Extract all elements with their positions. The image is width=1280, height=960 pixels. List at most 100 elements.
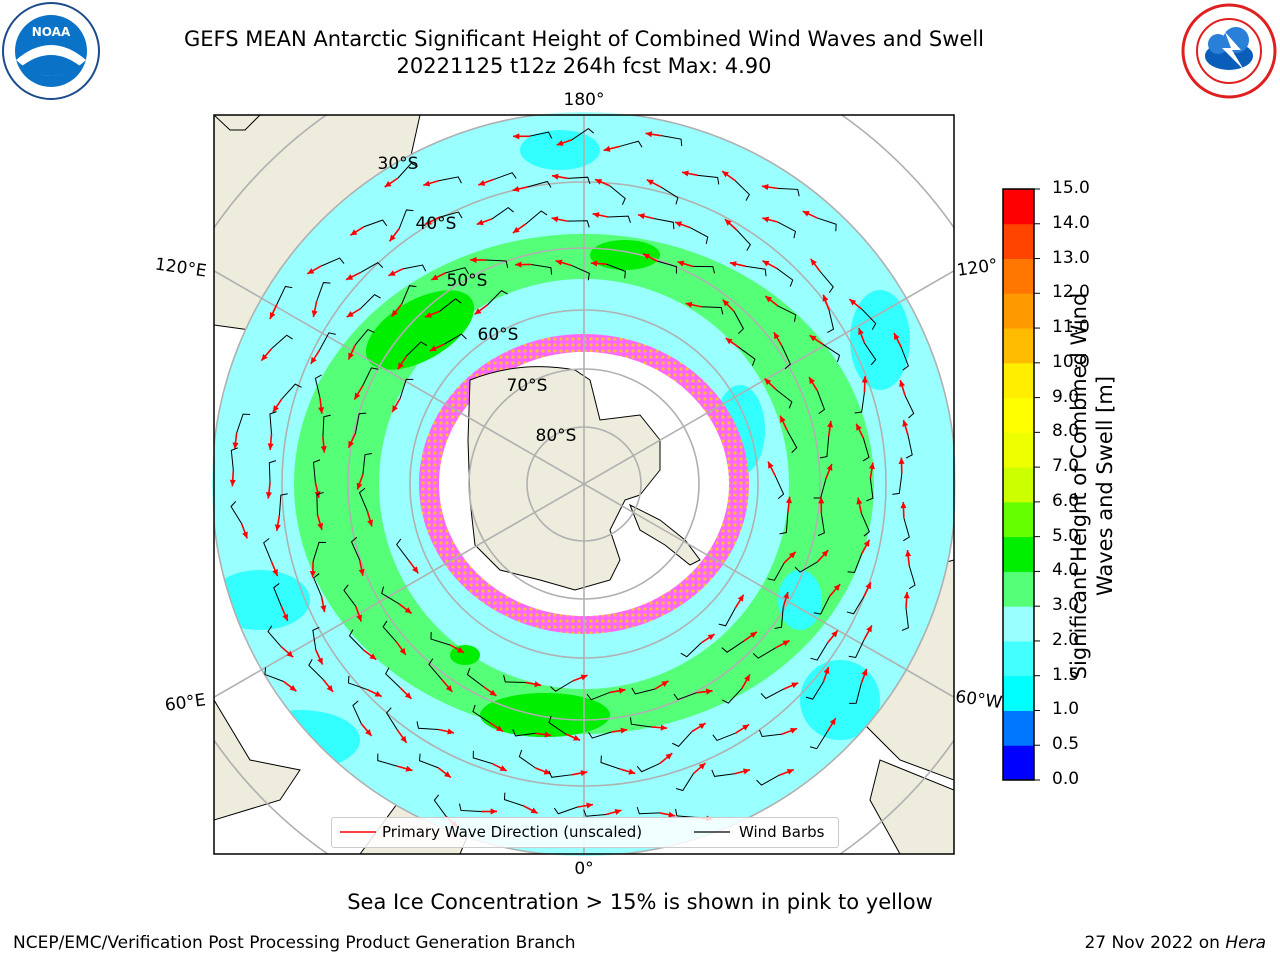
wind-barb bbox=[619, 140, 643, 148]
wind-barb bbox=[503, 675, 526, 683]
wave-direction-arrowhead bbox=[348, 352, 354, 360]
wave-direction-vectors bbox=[229, 127, 916, 828]
wave-direction-arrowhead bbox=[429, 345, 437, 352]
wave-direction-arrowhead bbox=[861, 668, 868, 676]
colorbar-segment bbox=[1003, 328, 1034, 364]
wind-barb bbox=[606, 263, 626, 279]
wind-barb bbox=[864, 342, 877, 366]
wave-direction-arrowhead bbox=[555, 259, 563, 266]
wave-direction-arrowhead bbox=[856, 497, 863, 505]
wind-barb bbox=[827, 309, 835, 333]
wind-barb bbox=[472, 750, 493, 765]
colorbar-segment bbox=[1003, 640, 1034, 677]
wave-direction-arrowhead bbox=[354, 392, 361, 400]
wave-direction-arrowhead bbox=[489, 689, 497, 696]
map-subtitle: 20221125 t12z 264h fcst Max: 4.90 bbox=[396, 54, 772, 78]
wind-barb bbox=[377, 753, 398, 767]
wave-direction-arrowhead bbox=[289, 684, 297, 692]
colorbar-tick-label: 7.0 bbox=[1052, 456, 1080, 477]
wave-direction-arrowhead bbox=[551, 173, 559, 180]
wind-barb bbox=[314, 374, 322, 398]
colorbar-segment bbox=[1003, 397, 1034, 433]
wind-barb bbox=[908, 565, 916, 590]
footer-left: NCEP/EMC/Verification Post Processing Pr… bbox=[13, 933, 576, 953]
wind-barb bbox=[781, 345, 792, 370]
colorbar-tick-label: 14.0 bbox=[1052, 212, 1090, 233]
wind-barb bbox=[860, 513, 870, 537]
wave-direction-arrowhead bbox=[388, 270, 396, 276]
colorbar-frame bbox=[1002, 188, 1035, 781]
wave-direction-arrowhead bbox=[544, 731, 552, 738]
wind-barb bbox=[892, 473, 903, 495]
wave-direction-arrowhead bbox=[768, 461, 774, 469]
wave-direction-arrowhead bbox=[261, 353, 268, 361]
legend-wave-direction: Primary Wave Direction (unscaled) bbox=[382, 823, 643, 841]
noaa-logo-text: NOAA bbox=[32, 25, 71, 39]
wave-direction-arrowhead bbox=[682, 170, 689, 177]
wave-direction-arrowhead bbox=[232, 442, 239, 449]
wind-barb bbox=[600, 755, 621, 770]
wave-direction-arrowhead bbox=[512, 226, 520, 234]
wave-direction-arrowhead bbox=[367, 519, 373, 527]
wave-direction-arrowhead bbox=[512, 185, 520, 192]
wave-direction-arrowhead bbox=[515, 261, 522, 268]
wind-barb bbox=[445, 267, 469, 274]
wave-direction-arrowhead bbox=[900, 501, 907, 509]
colorbar-segment bbox=[1003, 710, 1034, 746]
wave-direction-arrowhead bbox=[573, 734, 581, 741]
wind-barb bbox=[486, 259, 509, 268]
wave-direction-arrowhead bbox=[809, 335, 817, 342]
colorbar-tick-label: 6.0 bbox=[1052, 490, 1080, 511]
wave-direction-arrowhead bbox=[399, 647, 406, 655]
wind-barb bbox=[433, 794, 447, 817]
wave-direction-arrowhead bbox=[822, 294, 829, 302]
wind-barb bbox=[816, 390, 826, 415]
wind-barb bbox=[718, 607, 736, 627]
wind-barb bbox=[347, 675, 368, 691]
wind-barb bbox=[362, 367, 379, 387]
wave-direction-arrowhead bbox=[358, 568, 365, 576]
wave-direction-arrowhead bbox=[791, 682, 799, 689]
wind-barb bbox=[406, 341, 428, 357]
wind-barb bbox=[548, 715, 566, 735]
wave-direction-arrowhead bbox=[618, 687, 626, 694]
wave-direction-arrowhead bbox=[423, 180, 431, 187]
wind-barb bbox=[512, 729, 536, 737]
wind-barb bbox=[905, 435, 913, 459]
wave-direction-arrowhead bbox=[899, 380, 906, 388]
lat-label-30s: 30°S bbox=[378, 154, 419, 174]
wind-barb bbox=[847, 553, 863, 573]
wind-barb bbox=[399, 378, 414, 399]
wind-barb bbox=[752, 647, 776, 659]
wave-direction-arrowhead bbox=[309, 571, 316, 578]
wave-direction-arrowhead bbox=[863, 539, 870, 547]
wind-barb bbox=[430, 632, 451, 646]
wave-direction-arrowhead bbox=[660, 724, 668, 731]
wind-barb bbox=[348, 629, 364, 651]
wave-direction-arrowhead bbox=[826, 463, 833, 471]
colorbar-segment bbox=[1003, 258, 1034, 294]
wave-direction-arrowhead bbox=[580, 770, 588, 777]
wave-direction-arrowhead bbox=[267, 443, 274, 450]
wave-direction-arrowhead bbox=[698, 763, 706, 770]
wave-direction-arrowhead bbox=[326, 685, 334, 692]
wind-barb bbox=[278, 493, 288, 516]
wave-direction-arrowhead bbox=[628, 768, 636, 775]
wave-direction-arrowhead bbox=[317, 522, 324, 530]
wave-direction-arrowhead bbox=[668, 811, 676, 818]
wave-direction-arrowhead bbox=[762, 260, 770, 267]
wave-direction-arrowhead bbox=[431, 274, 439, 280]
wind-barb bbox=[343, 584, 357, 607]
wind-barb bbox=[672, 731, 693, 747]
wind-barb bbox=[396, 538, 410, 561]
wave-direction-arrowhead bbox=[474, 308, 482, 315]
wave-direction-arrowhead bbox=[490, 808, 497, 815]
wind-barb bbox=[817, 217, 837, 232]
wind-barb bbox=[900, 347, 909, 371]
wind-barb bbox=[767, 562, 785, 581]
wind-barb bbox=[680, 642, 702, 658]
wave-direction-arrowhead bbox=[265, 491, 272, 499]
wind-barb bbox=[721, 640, 745, 653]
wind-barb bbox=[817, 513, 825, 537]
wave-direction-arrowhead bbox=[898, 457, 905, 464]
